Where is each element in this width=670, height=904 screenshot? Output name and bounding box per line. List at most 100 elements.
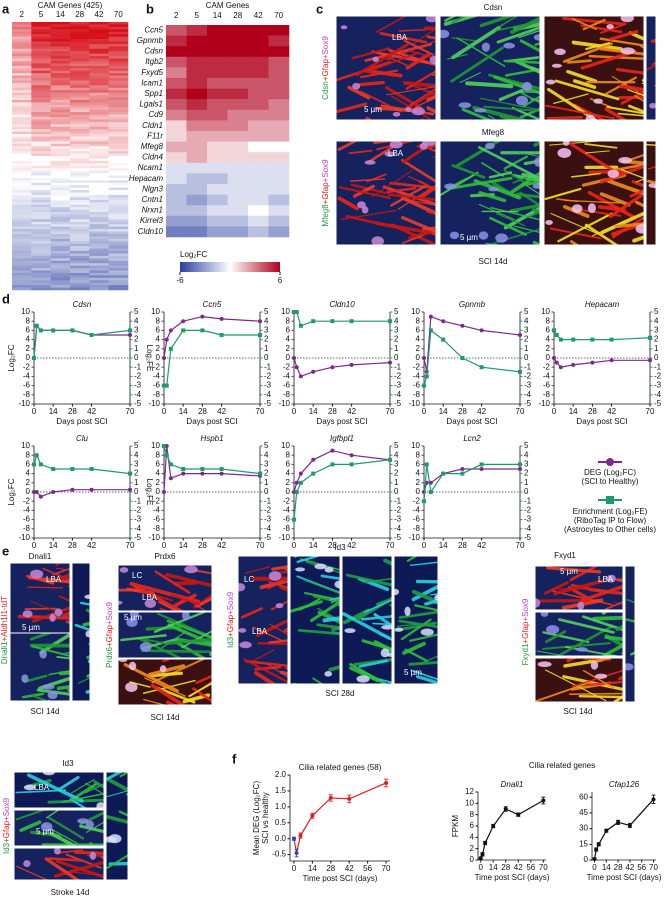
texture: [571, 204, 583, 214]
heat-texture: [89, 285, 109, 288]
texture: [440, 29, 450, 39]
heat-texture: [50, 36, 71, 40]
x-tick-label: 0: [292, 541, 297, 550]
texture: [330, 596, 340, 604]
heat-texture: [89, 231, 109, 235]
heat-cell: [227, 194, 249, 206]
texture: [108, 861, 128, 866]
point: [478, 856, 483, 861]
heat-texture: [70, 41, 90, 45]
texture: [58, 670, 70, 676]
heat-texture: [31, 136, 51, 140]
heat-cell: [207, 99, 228, 111]
point: [89, 487, 94, 492]
y2-tick-label: 2: [394, 335, 399, 344]
point: [219, 471, 224, 476]
y-tick-label: 10: [411, 307, 420, 316]
texture: [39, 649, 47, 659]
point: [349, 453, 354, 458]
heat-texture: [50, 65, 71, 69]
heat-texture: [31, 224, 51, 227]
y-tick-label: -4: [283, 372, 291, 381]
point: [554, 333, 559, 337]
heat-texture: [12, 65, 32, 69]
y2-tick-label: -5: [524, 533, 532, 542]
texture: [546, 625, 560, 635]
point: [594, 847, 599, 852]
heat-texture: [31, 129, 51, 132]
texture: [554, 79, 620, 101]
heat-texture: [108, 34, 129, 37]
y-tick-label: 6: [156, 326, 161, 335]
texture: [118, 810, 128, 817]
heat-texture: [12, 31, 32, 35]
texture: [381, 625, 392, 630]
heat-texture: [31, 163, 51, 167]
heat-texture: [89, 138, 109, 142]
heat-texture: [50, 58, 71, 62]
heat-texture: [70, 170, 90, 174]
texture: [545, 219, 553, 226]
y2-tick-label: 1: [524, 344, 529, 353]
heat-texture: [12, 141, 32, 145]
heat-texture: [50, 160, 71, 164]
texture: [449, 231, 460, 240]
texture: [295, 567, 306, 572]
series-line: [34, 489, 130, 498]
colorbar-tick-label: -6: [176, 276, 184, 285]
texture: [406, 199, 436, 206]
heat-texture: [89, 136, 109, 140]
y2-tick-label: -2: [524, 372, 532, 381]
chart-title: Cfap126: [609, 780, 640, 789]
point: [596, 842, 601, 847]
texture: [557, 212, 613, 243]
heat-texture: [89, 165, 109, 169]
texture: [611, 215, 644, 239]
heat-texture: [89, 78, 109, 81]
texture: [404, 606, 411, 617]
point: [518, 369, 522, 374]
row-title: Mfeg8: [482, 128, 505, 137]
heat-texture: [89, 51, 109, 54]
heat-texture: [50, 70, 71, 74]
y2-tick-label: 4: [264, 316, 269, 325]
heat-texture: [89, 233, 109, 237]
heat-cell: [166, 67, 187, 79]
heat-cell: [186, 78, 208, 89]
heat-texture: [31, 275, 51, 279]
heat-texture: [108, 92, 129, 96]
heat-texture: [89, 97, 109, 101]
x-tick-label: 42: [514, 863, 523, 872]
heat-texture: [89, 87, 109, 91]
texture: [42, 772, 55, 776]
heat-cell: [207, 194, 228, 206]
heat-cell: [268, 78, 290, 89]
heat-texture: [12, 265, 32, 269]
heat-texture: [31, 255, 51, 259]
point: [70, 467, 75, 471]
x-tick-label: 0: [552, 407, 557, 416]
heat-texture: [108, 275, 129, 279]
region-label: LC: [132, 571, 142, 580]
chart-title: Clu: [76, 434, 89, 443]
heat-texture: [89, 34, 109, 37]
stain-label: Cdsn+Gfap+Sox9: [321, 36, 330, 100]
texture: [358, 668, 380, 683]
heat-texture: [108, 119, 129, 123]
texture: [182, 612, 190, 621]
texture: [594, 673, 608, 679]
micrograph: [535, 658, 623, 702]
heat-texture: [108, 233, 129, 237]
heat-texture: [70, 153, 90, 157]
texture: [573, 103, 607, 120]
heat-cell: [227, 152, 249, 164]
texture: [23, 784, 36, 791]
texture: [444, 183, 457, 190]
heat-texture: [89, 117, 109, 120]
y2-tick-label: -1: [394, 496, 402, 505]
heat-texture: [31, 112, 51, 115]
heat-cell: [227, 131, 249, 142]
texture: [42, 567, 70, 582]
texture: [394, 627, 404, 632]
heat-texture: [12, 241, 32, 245]
